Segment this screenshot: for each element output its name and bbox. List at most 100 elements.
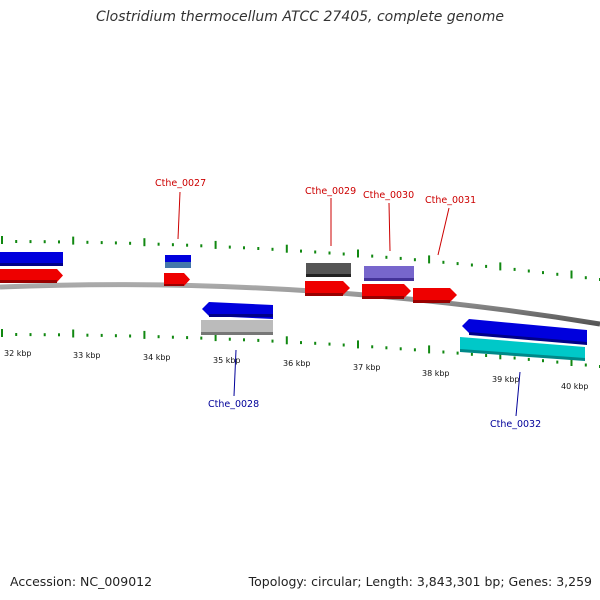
tick-minor bbox=[58, 240, 60, 244]
tick-minor bbox=[342, 252, 345, 256]
tick-minor bbox=[371, 345, 374, 349]
tick-major bbox=[1, 329, 3, 337]
gene-label-cthe-0027[interactable]: Cthe_0027 bbox=[155, 178, 206, 189]
tick-minor bbox=[485, 354, 488, 357]
tick-major bbox=[499, 262, 502, 271]
genome-backbone bbox=[0, 282, 600, 327]
gene-label-cthe-0030[interactable]: Cthe_0030 bbox=[363, 190, 414, 201]
tick-minor bbox=[43, 240, 46, 244]
gene-feature-cthe-0032-blue[interactable] bbox=[462, 319, 587, 345]
tick-minor bbox=[86, 240, 89, 244]
leader-line-cthe-0027 bbox=[177, 191, 181, 240]
tick-minor bbox=[58, 333, 60, 337]
tick-minor bbox=[399, 347, 402, 351]
gene-feature-cthe-0027-blue[interactable] bbox=[165, 255, 191, 262]
leader-line-cthe-0031 bbox=[437, 207, 450, 256]
tick-major bbox=[499, 351, 502, 360]
tick-minor bbox=[186, 336, 189, 340]
tick-minor bbox=[243, 246, 245, 250]
gene-feature-cthe-0027[interactable] bbox=[164, 273, 190, 286]
gene-label-cthe-0032[interactable]: Cthe_0032 bbox=[490, 419, 541, 430]
tick-major bbox=[570, 270, 573, 279]
gene-feature-cthe-0028[interactable] bbox=[201, 320, 273, 335]
tick-minor bbox=[300, 249, 302, 253]
gene-label-cthe-0028[interactable]: Cthe_0028 bbox=[208, 399, 259, 410]
tick-minor bbox=[29, 333, 32, 337]
tick-minor bbox=[300, 341, 302, 345]
kbp-label-35: 35 kbp bbox=[213, 356, 241, 365]
kbp-label-40: 40 kbp bbox=[561, 382, 589, 391]
tick-minor bbox=[413, 258, 416, 262]
tick-minor bbox=[314, 341, 317, 345]
gene-feature-cthe-0030-purple[interactable] bbox=[364, 266, 414, 281]
gene-feature-cthe-0030[interactable] bbox=[362, 284, 411, 299]
tick-minor bbox=[527, 269, 530, 273]
leader-line-cthe-0030 bbox=[388, 202, 391, 252]
tick-major bbox=[1, 236, 3, 244]
leader-line-cthe-0032 bbox=[515, 371, 521, 417]
tick-minor bbox=[542, 271, 544, 275]
tick-major bbox=[143, 238, 146, 247]
leader-line-cthe-0028 bbox=[233, 349, 237, 397]
tick-minor bbox=[584, 276, 587, 280]
kbp-label-37: 37 kbp bbox=[353, 363, 381, 372]
tick-major bbox=[570, 358, 573, 366]
tick-minor bbox=[200, 244, 203, 248]
tick-minor bbox=[470, 352, 473, 356]
tick-major bbox=[143, 330, 146, 339]
tick-minor bbox=[114, 241, 117, 245]
tick-minor bbox=[257, 247, 260, 250]
tick-minor bbox=[171, 335, 174, 339]
tick-minor bbox=[15, 240, 18, 243]
accession-text: Accession: NC_009012 bbox=[10, 574, 153, 589]
gene-feature-left-blue[interactable] bbox=[0, 252, 63, 266]
tick-major bbox=[72, 236, 75, 245]
upper-tick-ring bbox=[1, 236, 600, 281]
tick-minor bbox=[513, 267, 516, 271]
gene-feature-cthe-0029[interactable] bbox=[305, 281, 350, 296]
kbp-label-34: 34 kbp bbox=[143, 353, 171, 362]
tick-minor bbox=[556, 272, 559, 276]
tick-minor bbox=[29, 240, 32, 244]
kbp-label-36: 36 kbp bbox=[283, 359, 311, 368]
gene-feature-cthe-0032[interactable] bbox=[460, 337, 585, 361]
tick-minor bbox=[485, 264, 488, 268]
tick-major bbox=[357, 249, 359, 258]
tick-minor bbox=[100, 333, 103, 337]
tick-minor bbox=[129, 241, 132, 245]
tick-minor bbox=[513, 356, 516, 360]
tick-minor bbox=[442, 260, 445, 264]
tick-minor bbox=[114, 334, 117, 338]
tick-major bbox=[285, 336, 288, 345]
tick-minor bbox=[228, 245, 231, 249]
tick-minor bbox=[385, 346, 388, 350]
tick-major bbox=[428, 345, 431, 354]
tick-major bbox=[428, 255, 431, 264]
tick-minor bbox=[157, 335, 160, 339]
tick-minor bbox=[413, 348, 416, 352]
tick-minor bbox=[243, 338, 245, 342]
gene-feature-cthe-0028-blue[interactable] bbox=[202, 302, 273, 319]
tick-minor bbox=[200, 336, 203, 340]
gene-feature-cthe-0027-steel[interactable] bbox=[165, 262, 191, 268]
tick-minor bbox=[456, 351, 459, 355]
kbp-label-38: 38 kbp bbox=[422, 369, 450, 378]
tick-minor bbox=[527, 357, 530, 361]
gene-label-cthe-0031[interactable]: Cthe_0031 bbox=[425, 195, 476, 206]
tick-minor bbox=[399, 256, 402, 260]
gene-feature-left-red[interactable] bbox=[0, 269, 63, 283]
gene-feature-cthe-0029-gray[interactable] bbox=[306, 263, 351, 277]
tick-minor bbox=[43, 333, 46, 337]
gene-label-cthe-0029[interactable]: Cthe_0029 bbox=[305, 186, 356, 197]
tick-minor bbox=[584, 363, 587, 367]
tick-minor bbox=[129, 334, 132, 338]
gene-feature-cthe-0031[interactable] bbox=[413, 288, 457, 303]
tick-major bbox=[357, 340, 359, 349]
tick-minor bbox=[342, 343, 345, 347]
tick-minor bbox=[556, 360, 559, 364]
tick-minor bbox=[456, 262, 459, 266]
tick-minor bbox=[15, 333, 18, 336]
tick-minor bbox=[442, 350, 445, 354]
tick-minor bbox=[314, 250, 317, 254]
